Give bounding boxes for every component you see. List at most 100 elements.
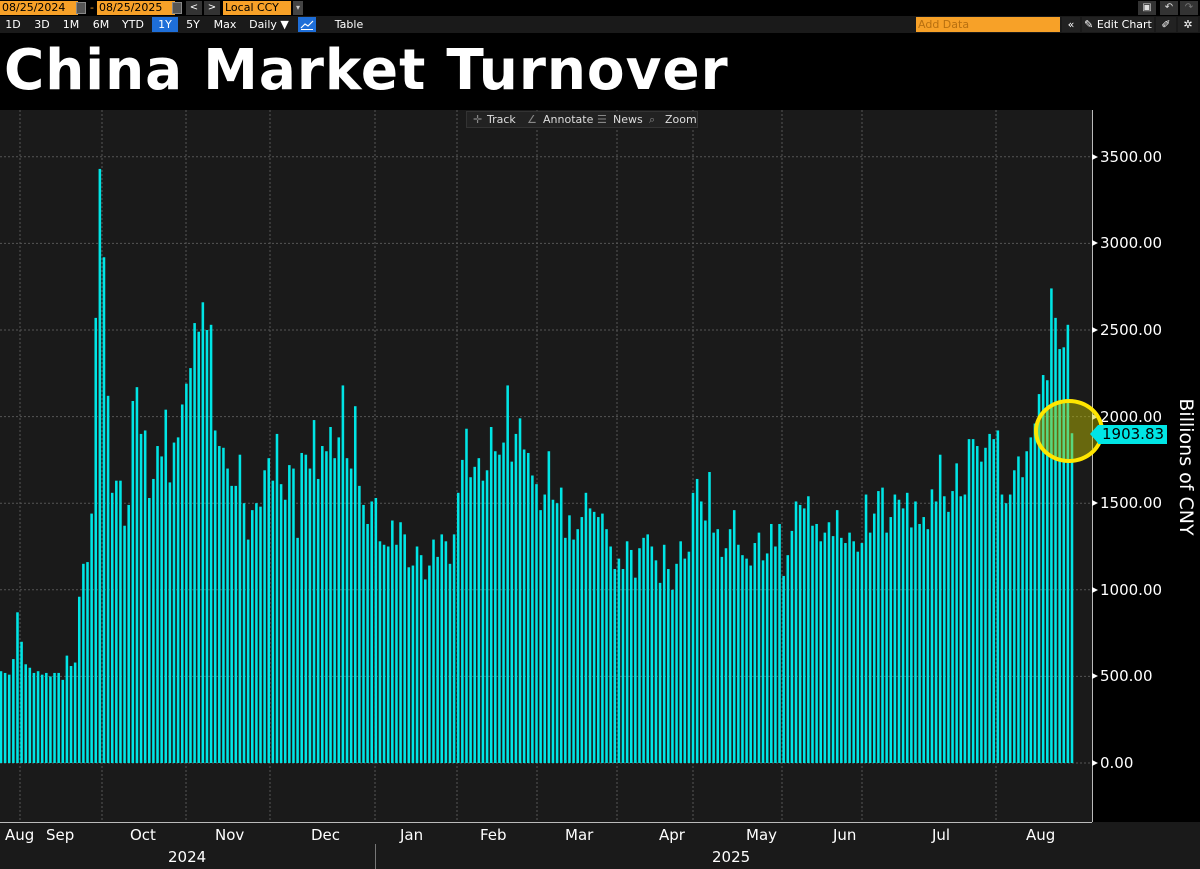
x-label-aug-2025: Aug [1026, 826, 1056, 844]
gear-icon[interactable]: ✲ [1178, 17, 1198, 32]
bar [1066, 324, 1070, 763]
bar [477, 458, 481, 763]
bar [856, 551, 860, 763]
timeframe-3d[interactable]: 3D [34, 18, 50, 31]
plot-area[interactable] [0, 110, 1092, 822]
timeframe-ytd[interactable]: YTD [122, 18, 144, 31]
bar [955, 463, 958, 763]
currency-dropdown-chevron-icon[interactable]: ▾ [293, 1, 303, 15]
bar [73, 662, 77, 763]
bar [197, 331, 200, 763]
bar [90, 513, 93, 763]
bar [1013, 470, 1016, 763]
bar [592, 511, 596, 763]
end-date-field[interactable]: 08/25/2025 [97, 1, 175, 15]
bar [263, 470, 266, 763]
bar [510, 461, 514, 763]
bar-chart-canvas [0, 110, 1092, 822]
bar [761, 560, 765, 763]
x-label-year-2024: 2024 [168, 848, 207, 866]
bar [176, 437, 180, 763]
news-icon[interactable]: ☰ [597, 113, 607, 126]
redo-icon[interactable]: ↷ [1180, 1, 1198, 15]
annotate-pencil-icon[interactable]: ∠ [527, 113, 537, 126]
bar [131, 401, 135, 763]
bar [959, 496, 963, 763]
bar [148, 498, 151, 763]
calendar-icon-end[interactable] [172, 2, 182, 14]
bar [489, 426, 493, 763]
y-axis-title: Billions of CNY [1175, 398, 1197, 536]
timeframe-1d[interactable]: 1D [5, 18, 21, 31]
calendar-icon-start[interactable] [76, 2, 86, 14]
bar [424, 579, 427, 763]
title-bar [0, 33, 1200, 110]
edit-chart-button[interactable]: ✎ Edit Chart [1082, 17, 1154, 32]
bar [782, 575, 785, 763]
bar [201, 302, 205, 763]
start-date-field[interactable]: 08/25/2024 [0, 1, 78, 15]
timeframe-1m[interactable]: 1M [62, 18, 80, 31]
table-view-button[interactable]: Table [334, 18, 364, 31]
next-period-button[interactable]: > [204, 1, 220, 15]
bar [840, 537, 843, 763]
timeframe-1y[interactable]: 1Y [152, 17, 178, 32]
bar [757, 532, 761, 763]
annotate-button[interactable]: Annotate [543, 113, 594, 126]
bar [24, 664, 27, 763]
x-label-dec: Dec [311, 826, 341, 844]
bar [1029, 437, 1033, 763]
bar [819, 541, 822, 763]
bar [860, 543, 864, 763]
zoom-button[interactable]: Zoom [665, 113, 697, 126]
bar [168, 482, 172, 763]
timeframe-5y[interactable]: 5Y [186, 18, 200, 31]
timeframe-max[interactable]: Max [213, 18, 237, 31]
bar [98, 168, 102, 764]
bar [827, 522, 831, 763]
bar [36, 671, 40, 763]
collapse-icon[interactable]: « [1062, 17, 1080, 32]
bar [551, 499, 555, 763]
undo-icon[interactable]: ↶ [1160, 1, 1178, 15]
x-label-jan: Jan [400, 826, 424, 844]
zoom-magnifier-icon[interactable]: ⌕ [649, 113, 656, 126]
timeframe-6m[interactable]: 6M [92, 18, 110, 31]
bar [127, 504, 130, 763]
bar [650, 546, 654, 763]
bar [802, 508, 806, 763]
bar [687, 551, 691, 763]
prev-period-button[interactable]: < [186, 1, 202, 15]
bar [292, 468, 295, 763]
bar [893, 494, 897, 763]
y-tick-label: 1000.00 [1100, 580, 1163, 599]
x-label-sep: Sep [46, 826, 75, 844]
bar [115, 480, 118, 763]
bar [143, 430, 147, 763]
bar [774, 546, 777, 763]
add-data-input[interactable]: Add Data [916, 17, 1060, 32]
presentation-icon[interactable]: ▣ [1138, 1, 1156, 15]
crosshair-icon[interactable]: ✛ [473, 113, 483, 126]
track-button[interactable]: Track [487, 113, 516, 126]
bar [444, 541, 448, 763]
bar [0, 671, 3, 763]
pen-edit-icon[interactable]: ✐ [1156, 17, 1176, 32]
news-button[interactable]: News [613, 113, 643, 126]
x-label-aug-2024: Aug [5, 826, 35, 844]
bar [975, 446, 979, 763]
currency-select[interactable]: Local CCY [223, 1, 291, 15]
chart-tool-strip: ✛ Track ∠ Annotate ☰ News ⌕ Zoom [466, 111, 698, 128]
frequency-dropdown[interactable]: Daily ▼ [249, 18, 289, 31]
line-chart-icon[interactable] [298, 17, 316, 32]
bar [794, 501, 798, 763]
bar [786, 555, 790, 763]
bar [102, 257, 106, 763]
bar [708, 472, 711, 763]
bar [988, 433, 991, 763]
bar [922, 517, 925, 763]
bar [246, 539, 250, 763]
bar [448, 563, 452, 763]
bar [584, 492, 588, 763]
bar [255, 503, 258, 763]
